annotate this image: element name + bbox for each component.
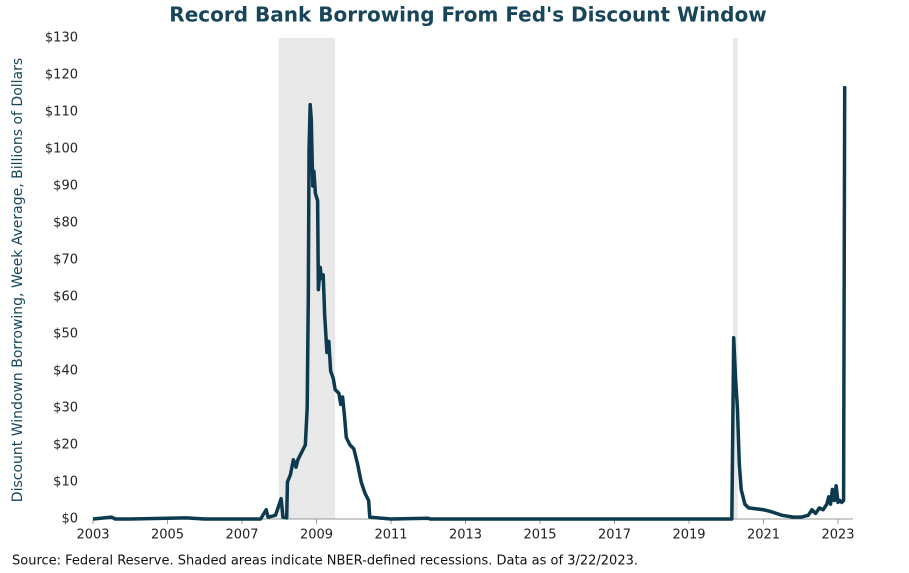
y-tick-label: $80 xyxy=(53,216,78,231)
y-tick-label: $10 xyxy=(53,475,78,490)
x-tick-label: 2007 xyxy=(225,528,258,543)
x-tick-label: 2013 xyxy=(449,528,482,543)
x-tick-label: 2009 xyxy=(300,528,333,543)
y-tick-label: $110 xyxy=(45,105,78,120)
y-tick-label: $130 xyxy=(45,31,78,46)
y-tick-label: $70 xyxy=(53,253,78,268)
chart-title: Record Bank Borrowing From Fed's Discoun… xyxy=(169,3,766,27)
x-tick-label: 2023 xyxy=(821,528,854,543)
x-tick-label: 2021 xyxy=(747,528,780,543)
y-tick-label: $60 xyxy=(53,290,78,305)
source-note: Source: Federal Reserve. Shaded areas in… xyxy=(12,554,638,569)
y-axis-label: Discount Windown Borrowing, Week Average… xyxy=(10,58,26,502)
y-tick-label: $30 xyxy=(53,401,78,416)
y-tick-label: $120 xyxy=(45,68,78,83)
y-tick-label: $20 xyxy=(53,438,78,453)
data-line xyxy=(92,86,847,521)
y-tick-label: $40 xyxy=(53,364,78,379)
x-tick-label: 2005 xyxy=(151,528,184,543)
y-tick-label: $0 xyxy=(61,512,78,527)
x-tick-label: 2015 xyxy=(523,528,556,543)
x-tick-label: 2011 xyxy=(374,528,407,543)
recession-shade xyxy=(732,38,738,519)
x-tick-label: 2017 xyxy=(598,528,631,543)
y-tick-label: $100 xyxy=(45,142,78,157)
x-tick-label: 2003 xyxy=(76,528,109,543)
y-tick-label: $50 xyxy=(53,327,78,342)
x-tick-label: 2019 xyxy=(672,528,705,543)
y-tick-label: $90 xyxy=(53,179,78,194)
